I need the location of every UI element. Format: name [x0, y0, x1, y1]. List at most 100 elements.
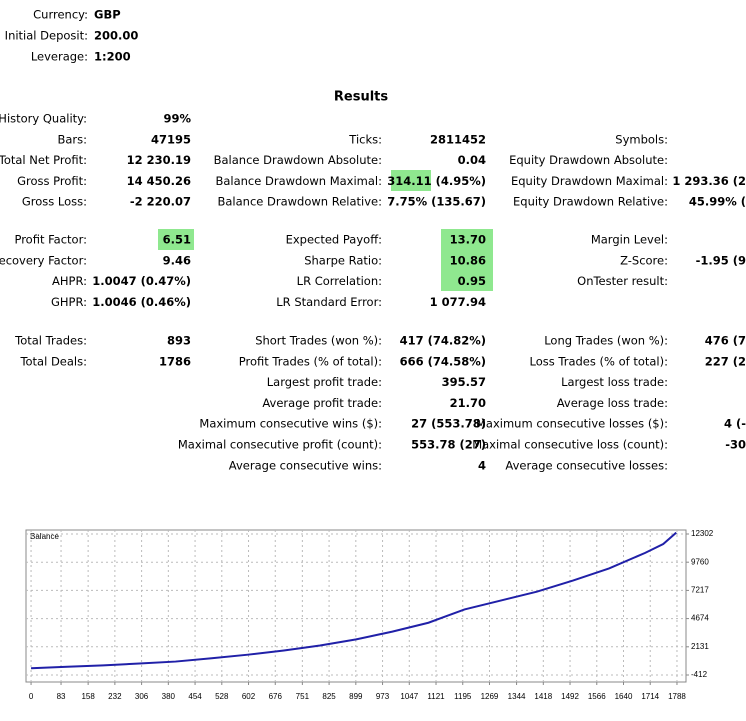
field-label: Balance Drawdown Maximal: — [215, 174, 382, 188]
x-tick-label: 676 — [269, 692, 283, 701]
field-value: 1.0046 (0.46%) — [92, 295, 191, 309]
field-label: Initial Deposit: — [5, 29, 88, 43]
field-label: Average profit trade: — [262, 396, 382, 410]
x-tick-label: 1640 — [615, 692, 633, 701]
field-value: 553.78 (27) — [411, 438, 486, 452]
field-label: Gross Loss: — [22, 195, 87, 209]
field-value: 476 (7 — [705, 334, 746, 348]
x-tick-label: 899 — [349, 692, 363, 701]
field-value: 1:200 — [94, 50, 131, 64]
x-tick-label: 232 — [108, 692, 122, 701]
field-label: Largest loss trade: — [561, 375, 668, 389]
field-label: Currency: — [33, 8, 88, 22]
field-label: Average loss trade: — [557, 396, 668, 410]
x-tick-label: 602 — [242, 692, 256, 701]
field-value: 4 — [478, 458, 486, 472]
field-label: Maximum consecutive wins ($): — [199, 417, 382, 431]
field-value: 13.70 — [450, 233, 486, 247]
field-value: -30 — [725, 438, 746, 452]
highlight — [441, 229, 493, 291]
field-value: 45.99% ( — [689, 195, 746, 209]
x-tick-label: 306 — [135, 692, 149, 701]
field-label: Gross Profit: — [17, 174, 87, 188]
x-tick-label: 158 — [81, 692, 95, 701]
field-label: Maximal consecutive profit (count): — [178, 438, 382, 452]
x-tick-label: 83 — [57, 692, 66, 701]
field-label: LR Standard Error: — [276, 295, 382, 309]
field-label: Short Trades (won %): — [255, 334, 382, 348]
field-value: 14 450.26 — [127, 174, 191, 188]
x-tick-label: 380 — [162, 692, 176, 701]
field-label: Maximal consecutive loss (count): — [472, 438, 668, 452]
y-tick-label: 2131 — [691, 642, 709, 651]
field-label: GHPR: — [51, 295, 87, 309]
x-tick-label: 751 — [296, 692, 310, 701]
field-value: 99% — [163, 112, 191, 126]
field-value: 6.51 — [163, 233, 191, 247]
x-tick-label: 973 — [376, 692, 390, 701]
field-value: 1 077.94 — [430, 295, 486, 309]
field-label: Equity Drawdown Absolute: — [509, 153, 668, 167]
field-value: 4 (- — [724, 417, 746, 431]
field-value: GBP — [94, 8, 121, 22]
x-tick-label: 0 — [29, 692, 34, 701]
field-label: Z-Score: — [620, 253, 668, 267]
x-tick-label: 1566 — [588, 692, 606, 701]
field-label: Balance Drawdown Absolute: — [214, 153, 382, 167]
x-tick-label: 1714 — [641, 692, 659, 701]
field-value: 227 (2 — [705, 354, 746, 368]
field-value: 10.86 — [450, 253, 486, 267]
x-tick-label: 1269 — [481, 692, 499, 701]
field-label: OnTester result: — [577, 274, 668, 288]
x-tick-label: 1195 — [454, 692, 472, 701]
field-label: Loss Trades (% of total): — [530, 354, 668, 368]
field-label: Symbols: — [615, 132, 668, 146]
field-value: 1 293.36 (2 — [672, 174, 746, 188]
field-label: Expected Payoff: — [286, 233, 382, 247]
field-value: 0.95 — [458, 274, 486, 288]
field-value: -1.95 (9 — [696, 253, 746, 267]
field-label: Leverage: — [31, 50, 88, 64]
field-value: -2 220.07 — [130, 195, 191, 209]
field-label: Average consecutive wins: — [229, 458, 382, 472]
field-value: 0.04 — [458, 153, 486, 167]
field-label: Profit Trades (% of total): — [239, 354, 382, 368]
y-tick-label: 9760 — [691, 557, 709, 566]
field-value: 200.00 — [94, 29, 138, 43]
field-label: Total Net Profit: — [0, 153, 87, 167]
x-tick-label: 1344 — [508, 692, 526, 701]
x-tick-label: 454 — [188, 692, 202, 701]
field-value: 9.46 — [163, 253, 191, 267]
field-value: 12 230.19 — [127, 153, 191, 167]
field-label: Equity Drawdown Maximal: — [511, 174, 668, 188]
x-tick-label: 1788 — [668, 692, 686, 701]
x-tick-label: 825 — [322, 692, 336, 701]
field-value: 395.57 — [442, 375, 486, 389]
field-value: 21.70 — [450, 396, 486, 410]
x-tick-label: 1418 — [534, 692, 552, 701]
field-label: Long Trades (won %): — [544, 334, 668, 348]
field-label: AHPR: — [52, 274, 87, 288]
field-value: 666 (74.58%) — [400, 354, 486, 368]
field-label: Profit Factor: — [14, 233, 87, 247]
field-label: Average consecutive losses: — [505, 458, 668, 472]
y-tick-label: 4674 — [691, 614, 709, 623]
x-tick-label: 1047 — [400, 692, 418, 701]
field-value: 1.0047 (0.47%) — [92, 274, 191, 288]
field-label: Largest profit trade: — [267, 375, 382, 389]
field-label: Total Trades: — [14, 334, 87, 348]
field-value: 1786 — [159, 354, 191, 368]
field-value: 417 (74.82%) — [400, 334, 486, 348]
field-label: Maximum consecutive losses ($): — [476, 417, 668, 431]
field-value: 27 (553.78) — [411, 417, 486, 431]
field-value: 47195 — [151, 132, 191, 146]
field-label: Bars: — [57, 132, 87, 146]
balance-line — [31, 531, 677, 670]
field-value: 7.75% (135.67) — [387, 195, 486, 209]
field-value: 314.11 (4.95%) — [387, 174, 486, 188]
x-tick-label: 1121 — [427, 692, 445, 701]
field-label: LR Correlation: — [297, 274, 382, 288]
field-value: 893 — [167, 334, 191, 348]
field-label: Equity Drawdown Relative: — [513, 195, 668, 209]
